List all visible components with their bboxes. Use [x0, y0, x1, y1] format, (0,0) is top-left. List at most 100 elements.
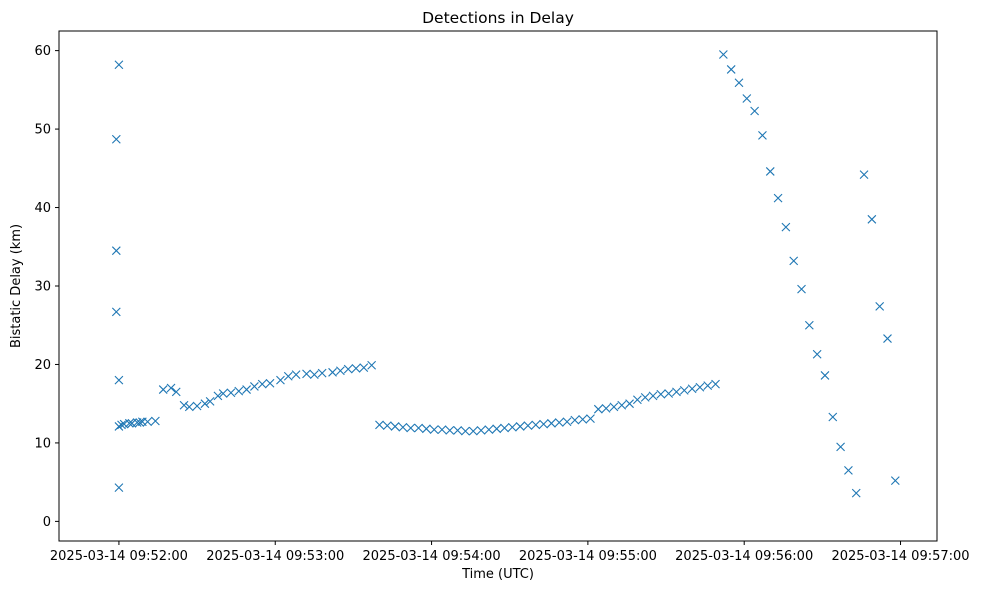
data-point: [539, 419, 548, 429]
data-point: [726, 65, 736, 74]
y-tick-label: 60: [34, 44, 51, 59]
data-point: [562, 417, 572, 427]
data-point: [687, 384, 697, 394]
x-axis-ticks: 2025-03-14 09:52:00 2025-03-14 09:53:00 20…: [50, 541, 970, 564]
data-point: [547, 418, 556, 428]
data-point: [276, 375, 285, 385]
data-point: [218, 389, 228, 398]
data-point: [461, 426, 470, 436]
data-point: [883, 334, 892, 343]
data-point: [328, 367, 337, 377]
data-point: [200, 399, 210, 409]
data-point: [742, 94, 752, 103]
data-point: [554, 418, 564, 427]
data-point: [445, 425, 455, 435]
x-tick-label: 2025-03-14 09:53:00: [206, 549, 344, 564]
data-point: [234, 386, 244, 396]
data-point: [114, 483, 124, 493]
data-point: [179, 400, 189, 410]
y-tick-label: 0: [43, 515, 51, 530]
data-point: [523, 421, 533, 431]
data-point: [836, 442, 845, 452]
data-point: [111, 134, 121, 144]
data-point: [406, 423, 416, 433]
data-point: [265, 378, 275, 388]
data-point: [484, 425, 494, 434]
data-point: [421, 424, 431, 434]
x-tick-label: 2025-03-14 09:56:00: [675, 549, 813, 564]
data-point: [890, 476, 900, 485]
data-point: [750, 106, 760, 116]
data-point: [166, 383, 176, 393]
data-point: [718, 50, 728, 59]
data-point: [500, 423, 509, 433]
data-point: [586, 414, 595, 423]
data-point: [114, 60, 124, 70]
data-point: [531, 420, 541, 430]
data-point: [158, 385, 168, 394]
data-point: [765, 167, 775, 176]
data-point: [773, 193, 783, 203]
data-point: [851, 488, 861, 498]
y-axis-ticks: 0 10 20 30 40 50 60: [34, 44, 59, 530]
y-tick-label: 40: [34, 201, 51, 216]
data-point: [111, 307, 121, 317]
data-point: [242, 385, 251, 394]
data-point: [734, 78, 744, 88]
x-tick-label: 2025-03-14 09:52:00: [50, 549, 188, 564]
data-point: [375, 420, 384, 430]
data-point: [343, 364, 353, 374]
data-point: [476, 425, 486, 435]
data-point: [617, 400, 627, 410]
data-point: [398, 422, 408, 432]
data-point: [820, 371, 830, 380]
data-point: [382, 421, 392, 431]
data-point: [492, 424, 502, 434]
data-point: [812, 349, 822, 359]
data-point: [390, 422, 400, 431]
y-tick-label: 30: [34, 280, 51, 295]
data-point: [844, 465, 853, 475]
x-tick-label: 2025-03-14 09:57:00: [831, 549, 969, 564]
data-point: [114, 375, 124, 385]
data-points: [111, 50, 900, 498]
y-tick-label: 20: [34, 358, 51, 373]
y-tick-label: 50: [34, 123, 51, 138]
data-point: [797, 284, 806, 294]
data-point: [114, 422, 124, 431]
data-point: [143, 417, 152, 427]
x-axis-label: Time (UTC): [461, 567, 534, 582]
data-point: [601, 404, 611, 413]
data-point: [135, 418, 145, 427]
data-point: [124, 418, 134, 428]
data-point: [213, 391, 223, 401]
data-point: [875, 302, 885, 311]
x-tick-label: 2025-03-14 09:54:00: [363, 549, 501, 564]
data-point: [781, 222, 791, 232]
data-point: [367, 360, 377, 370]
plot-area: [58, 30, 938, 542]
data-point: [828, 412, 838, 422]
x-tick-label: 2025-03-14 09:55:00: [519, 549, 657, 564]
data-point: [171, 387, 181, 397]
data-point: [184, 402, 194, 412]
data-point: [205, 396, 215, 406]
chart-title: Detections in Delay: [422, 9, 574, 27]
y-tick-label: 10: [34, 436, 51, 451]
data-point: [309, 370, 319, 380]
data-point: [711, 379, 720, 389]
data-point: [672, 387, 681, 397]
data-point: [804, 320, 814, 330]
data-point: [867, 214, 877, 224]
data-point: [507, 422, 517, 432]
data-point: [648, 391, 658, 401]
y-axis-label: Bistatic Delay (km): [9, 224, 24, 348]
data-point: [664, 389, 674, 398]
data-point: [640, 393, 650, 402]
data-point: [283, 371, 293, 381]
data-point: [656, 389, 666, 399]
data-point: [151, 416, 160, 426]
data-point: [351, 363, 361, 373]
data-point: [515, 422, 525, 431]
